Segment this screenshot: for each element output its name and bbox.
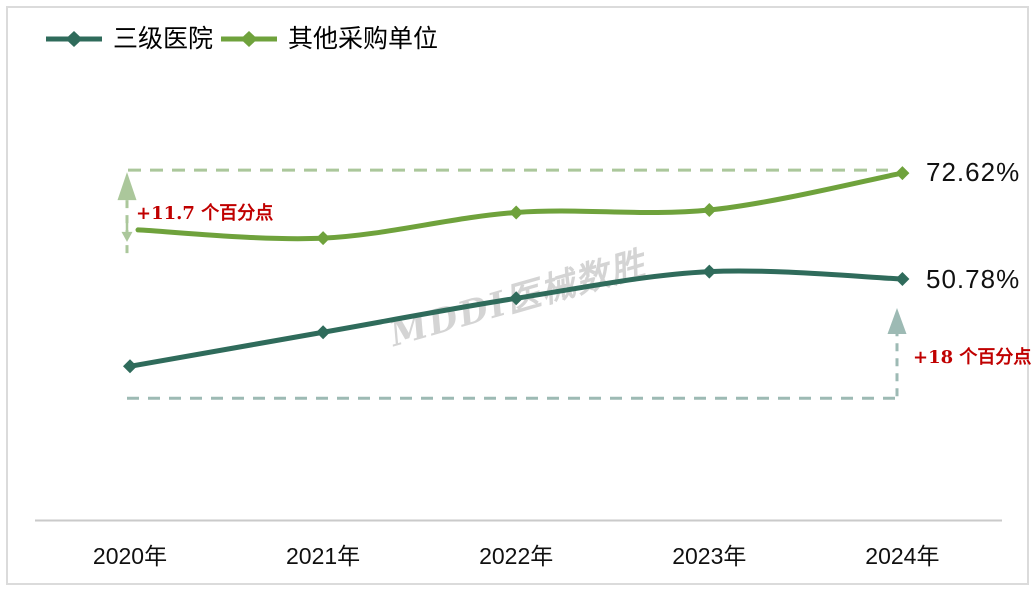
annotation-plus-11-7-points: +11.7 个百分点	[136, 203, 274, 224]
legend: 三级医院 其他采购单位	[46, 24, 446, 54]
data-point-tertiary-hospitals	[509, 291, 524, 306]
data-label-other-purchasers-2024: 72.62%	[926, 157, 1021, 187]
data-point-other-purchasers	[316, 231, 331, 246]
series-line-tertiary-hospitals	[127, 268, 905, 369]
x-axis-label: 2020年	[92, 543, 168, 569]
down-arrow-icon	[121, 231, 133, 242]
data-point-tertiary-hospitals	[895, 272, 910, 286]
x-axis-label: 2021年	[286, 543, 361, 569]
x-axis-label: 2023年	[672, 543, 747, 569]
data-point-other-purchasers	[702, 203, 717, 218]
data-point-tertiary-hospitals	[702, 264, 717, 279]
x-axis-label: 2022年	[479, 543, 554, 569]
slide-border	[6, 6, 1029, 585]
up-arrow-icon	[887, 308, 907, 334]
legend-marker-green-icon	[221, 31, 278, 47]
x-axis-label: 2024年	[865, 543, 940, 569]
legend-item-tertiary-hospitals: 三级医院	[46, 24, 213, 54]
legend-label-other-purchasers: 其他采购单位	[288, 24, 439, 53]
data-point-other-purchasers	[895, 166, 910, 181]
data-point-other-purchasers	[509, 205, 524, 220]
annotation-plus-18-points: +18 个百分点	[913, 347, 1032, 368]
data-point-tertiary-hospitals	[316, 325, 331, 340]
up-arrow-icon	[117, 172, 137, 201]
data-point-tertiary-hospitals	[123, 359, 137, 374]
data-label-tertiary-hospitals-2024: 50.78%	[926, 264, 1021, 294]
legend-label-tertiary-hospitals: 三级医院	[113, 24, 214, 53]
legend-marker-teal-icon	[46, 31, 102, 47]
legend-item-other-purchasers: 其他采购单位	[221, 24, 438, 54]
